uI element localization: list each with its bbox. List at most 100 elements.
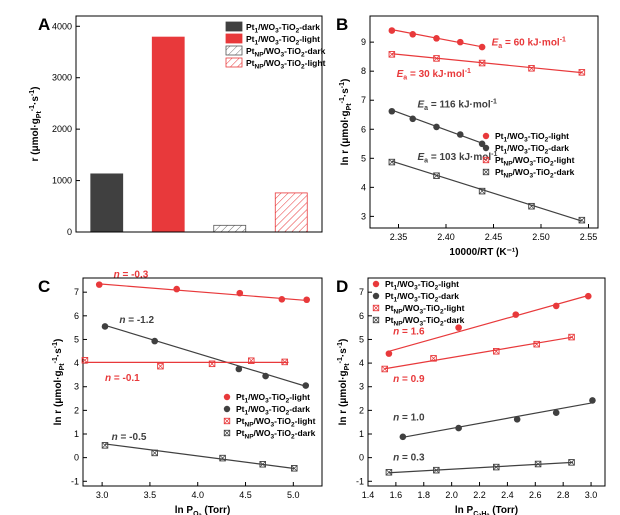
marker-box xyxy=(208,360,216,368)
y-tick-label: 1000 xyxy=(52,176,72,186)
data-point xyxy=(482,132,490,140)
y-tick-label: 5 xyxy=(359,334,364,344)
data-point xyxy=(534,460,542,468)
fit-annotation: n = -0.5 xyxy=(112,432,147,443)
marker-cross xyxy=(291,465,298,472)
data-point xyxy=(493,463,500,471)
marker-cross xyxy=(224,430,230,436)
x-tick-label: 2.4 xyxy=(501,490,514,500)
marker-box xyxy=(388,158,396,166)
data-point xyxy=(278,295,286,303)
data-point xyxy=(372,292,380,300)
marker-cross xyxy=(479,59,486,67)
y-tick-label: 6 xyxy=(361,124,366,134)
x-tick-label: 2.0 xyxy=(445,490,458,500)
marker-box xyxy=(433,466,440,474)
data-point xyxy=(478,59,486,67)
legend-label: Pt1/WO3-TiO2-light xyxy=(495,131,569,144)
data-point xyxy=(372,304,380,312)
y-tick-label: 1 xyxy=(74,429,79,439)
y-tick-label: 0 xyxy=(74,453,79,463)
panel-label: C xyxy=(38,277,50,296)
data-point xyxy=(552,302,560,310)
fit-line xyxy=(99,283,307,302)
y-tick-label: 7 xyxy=(361,95,366,105)
y-axis-label: r (μmol·gPt-1·s-1) xyxy=(29,86,43,161)
data-point xyxy=(584,292,592,300)
marker-cross xyxy=(483,157,489,163)
marker-cross xyxy=(528,65,535,72)
marker-cross xyxy=(433,55,440,62)
y-tick-label: 4 xyxy=(359,358,364,368)
y-tick-label: 4 xyxy=(74,358,79,368)
fit-annotation: Ea = 103 kJ·mol-1 xyxy=(418,151,498,165)
data-point xyxy=(456,38,464,46)
marker-cross xyxy=(259,461,266,468)
marker-cross xyxy=(248,357,255,364)
marker-cross xyxy=(483,169,489,175)
plot-frame xyxy=(367,277,606,487)
y-tick-label: 3 xyxy=(359,382,364,392)
legend-label: PtNP/WO3-TiO2-dark xyxy=(385,315,465,328)
marker-cross xyxy=(209,360,216,367)
bar xyxy=(274,192,308,233)
data-point xyxy=(456,131,464,138)
data-point xyxy=(388,51,396,58)
marker-box xyxy=(533,340,540,348)
marker-box xyxy=(151,449,158,457)
marker-cross xyxy=(281,358,288,365)
fit-line xyxy=(391,53,582,74)
marker-box xyxy=(219,454,226,462)
fit-line xyxy=(388,461,573,474)
y-tick-label: -1 xyxy=(356,476,364,486)
legend-label: Pt1/WO3-TiO2-light xyxy=(236,392,310,405)
marker-cross xyxy=(373,317,379,323)
legend-label: Pt1/WO3-TiO2-light xyxy=(385,279,459,292)
data-point xyxy=(455,424,462,432)
legend-label: Pt1/WO3-TiO2-dark xyxy=(495,143,569,156)
fit-annotation: n = 0.3 xyxy=(393,452,425,463)
y-tick-label: 3000 xyxy=(52,73,72,83)
panel-b: B 2.35 2.40 2.45 2.50 2.55 3 4 5 6 7 8 9 Ea = 60 kJ·m… xyxy=(336,15,599,258)
panel-label: D xyxy=(336,277,348,296)
x-tick-label: 1.6 xyxy=(390,490,403,500)
data-point xyxy=(589,397,596,404)
data-point xyxy=(388,158,396,166)
data-point xyxy=(281,358,288,366)
marker-box xyxy=(578,216,586,224)
data-point xyxy=(513,416,521,423)
x-tick-label: 2.2 xyxy=(473,490,486,500)
x-axis-label: ln PO2 (Torr) xyxy=(175,505,231,515)
marker-box xyxy=(157,362,164,370)
fit-annotation: n = 1.6 xyxy=(393,326,425,337)
x-axis-label: 10000/RT (K⁻¹) xyxy=(449,247,518,258)
marker-box xyxy=(388,51,396,58)
data-point xyxy=(372,280,380,288)
x-tick-label: 3.5 xyxy=(144,490,157,500)
marker-box xyxy=(482,168,490,176)
data-point xyxy=(578,216,586,224)
marker-cross xyxy=(479,188,486,195)
data-point xyxy=(219,454,226,462)
x-tick-label: 3.0 xyxy=(585,490,598,500)
panel-label: A xyxy=(38,15,50,34)
data-point xyxy=(433,172,440,179)
y-tick-label: 2 xyxy=(359,405,364,415)
data-point xyxy=(578,69,586,76)
fit-annotation: n = -1.2 xyxy=(119,315,154,326)
data-point xyxy=(482,144,490,152)
data-point xyxy=(157,362,164,370)
data-point xyxy=(388,27,396,34)
y-tick-label: 7 xyxy=(359,287,364,297)
data-point xyxy=(482,156,490,164)
y-axis-label: ln r (μmol·gPt-1·s-1) xyxy=(339,79,353,166)
y-tick-label: 4 xyxy=(361,182,366,192)
data-point xyxy=(455,324,462,331)
data-point xyxy=(81,356,89,364)
y-tick-label: 1 xyxy=(359,429,364,439)
y-tick-label: 8 xyxy=(361,66,366,76)
x-tick-label: 2.45 xyxy=(485,232,503,242)
y-tick-label: 2 xyxy=(74,405,79,415)
marker-box xyxy=(259,460,266,468)
plot-frame xyxy=(75,15,323,233)
